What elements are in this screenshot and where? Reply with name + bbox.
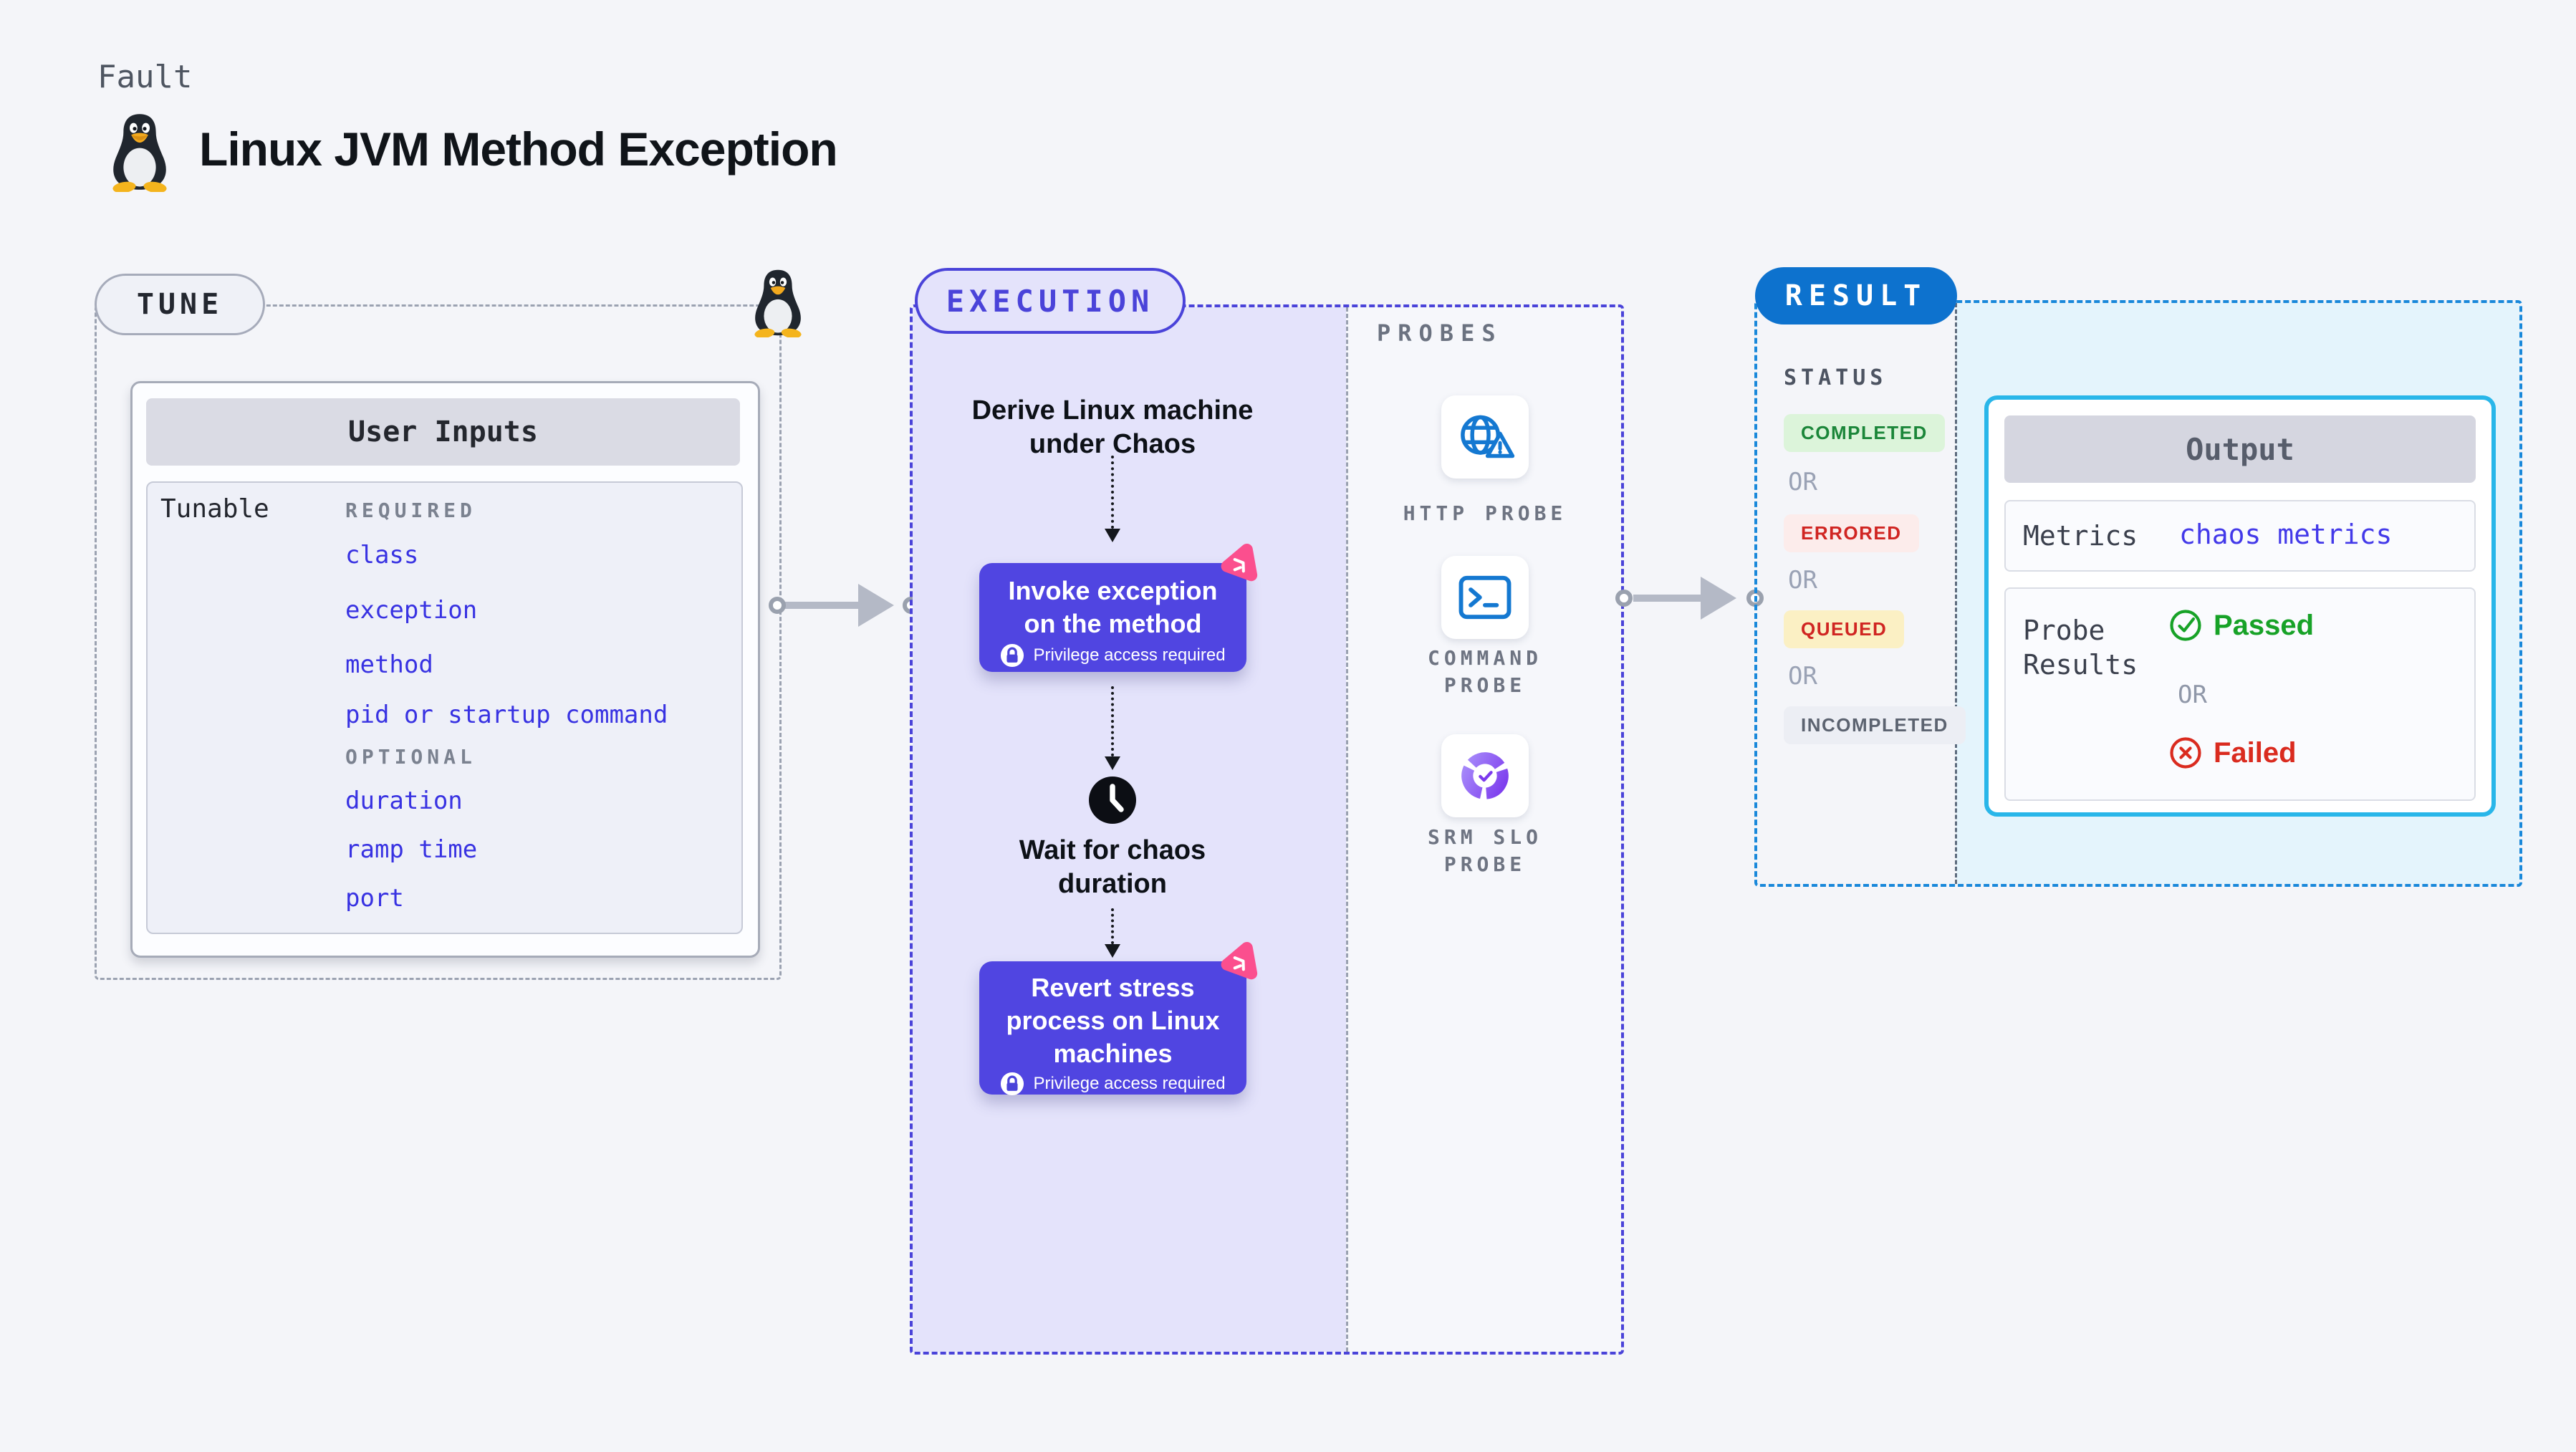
check-circle-icon [2170,610,2201,641]
flow-step-derive: Derive Linux machine under Chaos [933,394,1292,461]
probe-label-line: SRM SLO [1427,825,1542,849]
metrics-label: Metrics [2023,520,2138,552]
fault-kicker: Fault [97,59,193,95]
chaos-logo-badge-icon [1221,941,1258,980]
probes-lane-background [1346,307,1621,1352]
flow-step-wait-line2: duration [1058,869,1167,899]
linux-tux-small-icon [754,269,802,337]
probe-label-line: HTTP PROBE [1403,501,1567,525]
clock-icon [1089,777,1136,824]
linux-tux-icon [112,114,167,192]
output-card-title: Output [2004,415,2476,483]
failed-label: Failed [2214,736,2297,769]
probe-results-label-line: Probe [2023,615,2105,646]
revert-stress-step: Revert stress process on Linux machines … [979,961,1246,1096]
revert-line2: process on Linux [1006,1006,1220,1035]
execution-to-result-arrowhead [1701,577,1736,620]
tune-section-pill: TUNE [95,274,265,335]
execution-lane-background [913,307,1346,1352]
tune-to-execution-arrowhead [858,584,894,627]
connector-dot [769,597,786,614]
status-column-label: STATUS [1784,365,1888,390]
slo-donut-icon [1461,752,1509,799]
tunable-link-port[interactable]: port [345,884,404,913]
flow-arrow [1111,686,1114,756]
tunable-link-method[interactable]: method [345,650,433,679]
probes-lane-label: PROBES [1377,319,1503,347]
probe-label-line: PROBE [1443,852,1527,876]
status-or-label: OR [1788,662,1817,691]
revert-privilege-note: Privilege access required [1033,1074,1226,1093]
result-status-divider [1955,303,1957,884]
probe-label-line: COMMAND [1427,646,1542,670]
passed-label: Passed [2214,609,2315,641]
flow-arrow [1111,908,1114,944]
globe-alert-icon [1461,415,1515,458]
invoke-exception-step: Invoke exception on the method Privilege… [979,563,1246,672]
user-inputs-title: User Inputs [146,398,740,466]
probe-results-or-label: OR [2178,681,2207,709]
flow-step-wait: Wait for chaos duration [933,834,1292,901]
status-badge-completed: COMPLETED [1784,414,1945,452]
optional-group-label: OPTIONAL [345,745,476,769]
tune-to-execution-connector [785,602,860,609]
flow-step-derive-line1: Derive Linux machine [971,395,1254,425]
flow-arrowhead [1105,529,1120,542]
srm-slo-probe-card [1441,734,1529,817]
tunable-link-pid-or-startup-command[interactable]: pid or startup command [345,701,668,729]
command-probe-card [1441,556,1529,639]
failed-result: Failed [2169,736,2297,769]
srm-slo-probe-label: SRM SLO PROBE [1399,824,1571,878]
x-circle-icon [2170,737,2201,769]
result-section-box [1754,300,2522,887]
flow-arrowhead [1105,944,1120,958]
lock-icon [1001,1072,1024,1096]
status-badge-incompleted: INCOMPLETED [1784,706,1966,744]
tunable-link-class[interactable]: class [345,541,419,569]
flow-arrowhead [1105,756,1120,770]
status-badge-errored: ERRORED [1784,514,1919,552]
tunable-link-exception[interactable]: exception [345,596,478,625]
chaos-logo-badge-icon [1221,543,1258,582]
execution-section-box [910,304,1624,1355]
probe-results-label-line: Results [2023,649,2138,681]
tunable-link-ramp-time[interactable]: ramp time [345,835,478,864]
flow-step-wait-line1: Wait for chaos [1019,835,1206,865]
metrics-value-link[interactable]: chaos metrics [2179,519,2393,550]
tunable-row-label: Tunable [160,494,269,524]
revert-line1: Revert stress [1031,973,1195,1002]
status-or-label: OR [1788,468,1817,496]
terminal-icon [1458,575,1512,620]
tunables-table [146,481,743,934]
revert-line3: machines [1053,1039,1173,1068]
result-section-pill: RESULT [1755,267,1957,324]
invoke-privilege-note: Privilege access required [1033,645,1226,665]
invoke-line1: Invoke exception [1008,576,1218,605]
command-probe-label: COMMAND PROBE [1399,645,1571,699]
page-title: Linux JVM Method Exception [199,122,838,176]
status-badge-queued: QUEUED [1784,610,1905,648]
execution-to-result-connector [1633,595,1702,602]
metrics-row [2004,500,2476,572]
probe-label-line: PROBE [1443,673,1527,697]
invoke-line2: on the method [1024,609,1202,638]
probe-results-row [2004,587,2476,801]
lock-icon [1001,643,1024,668]
flow-arrow [1111,456,1114,529]
flow-step-derive-line2: under Chaos [1029,429,1196,459]
tune-section-box [95,304,782,980]
execution-section-pill: EXECUTION [915,268,1186,334]
required-group-label: REQUIRED [345,499,476,522]
tunable-link-duration[interactable]: duration [345,787,463,815]
passed-result: Passed [2169,609,2314,642]
status-or-label: OR [1788,566,1817,595]
http-probe-card [1441,395,1529,479]
execution-probes-divider [1346,307,1348,1352]
connector-dot [1615,590,1633,607]
probe-results-label: Probe Results [2023,613,2138,682]
http-probe-label: HTTP PROBE [1399,500,1571,527]
